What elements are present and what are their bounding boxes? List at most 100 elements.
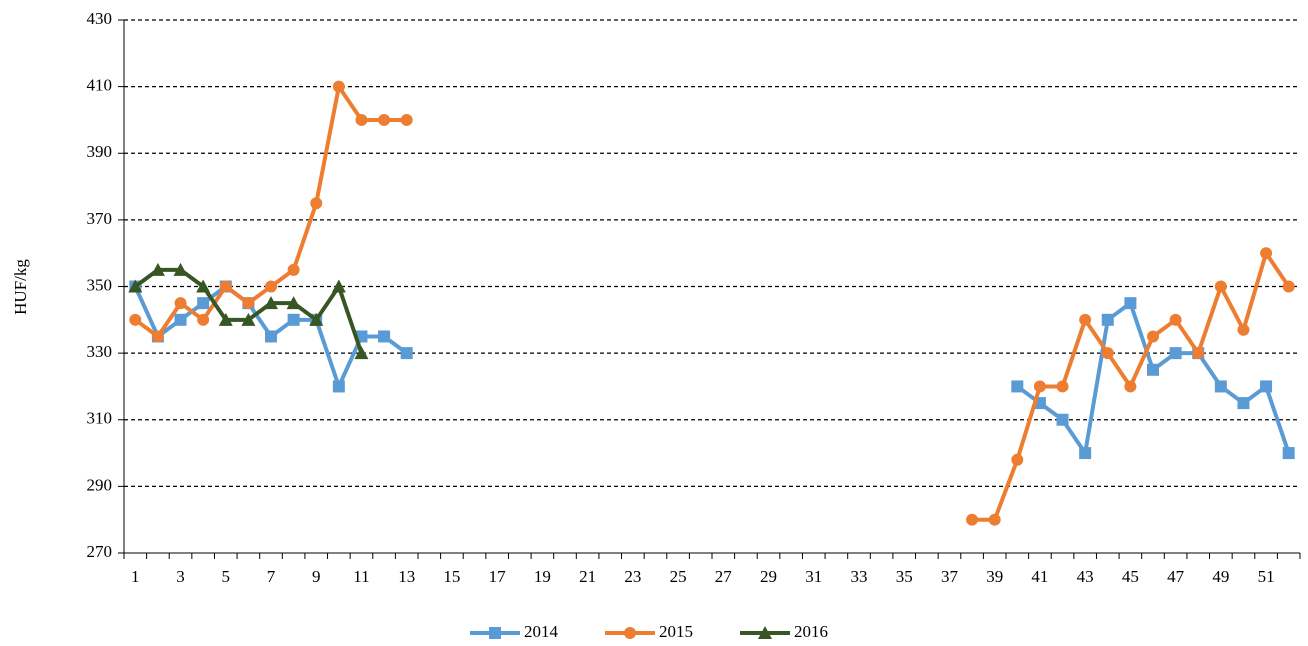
- y-tick-label: 290: [87, 475, 113, 494]
- marker: [1214, 380, 1227, 393]
- marker: [241, 312, 256, 326]
- marker: [1147, 330, 1159, 343]
- x-tick-label: 3: [176, 567, 185, 586]
- x-tick-label: 35: [896, 567, 913, 586]
- marker: [331, 279, 346, 293]
- x-tick-label: 13: [398, 567, 415, 586]
- x-tick-label: 33: [851, 567, 868, 586]
- marker: [150, 262, 165, 276]
- marker: [966, 513, 979, 526]
- marker: [1214, 280, 1227, 293]
- x-tick-label: 47: [1167, 567, 1185, 586]
- x-tick-label: 25: [670, 567, 687, 586]
- marker: [310, 197, 323, 210]
- marker: [1260, 380, 1273, 393]
- y-tick-label: 350: [87, 275, 113, 294]
- marker: [378, 113, 391, 126]
- marker: [400, 113, 413, 126]
- marker: [332, 380, 345, 393]
- marker: [1237, 323, 1250, 336]
- x-tick-label: 27: [715, 567, 733, 586]
- marker: [173, 262, 188, 276]
- marker: [128, 279, 143, 293]
- marker: [265, 280, 277, 293]
- legend-item: 2014: [470, 622, 559, 641]
- y-axis-label: HUF/kg: [11, 259, 30, 315]
- marker: [1056, 380, 1069, 393]
- marker: [1011, 453, 1024, 466]
- marker: [1147, 363, 1159, 376]
- x-tick-label: 23: [624, 567, 641, 586]
- x-tick-label: 11: [353, 567, 369, 586]
- legend-label: 2014: [524, 622, 559, 641]
- marker: [332, 80, 345, 93]
- marker: [1169, 313, 1182, 326]
- y-tick-label: 410: [87, 76, 113, 95]
- x-tick-label: 5: [222, 567, 231, 586]
- marker: [1124, 297, 1137, 310]
- marker: [242, 297, 255, 310]
- x-tick-label: 51: [1258, 567, 1275, 586]
- x-tick-label: 1: [131, 567, 140, 586]
- marker: [1192, 347, 1205, 360]
- x-tick-label: 17: [489, 567, 507, 586]
- marker: [1101, 347, 1114, 360]
- marker: [1169, 347, 1182, 360]
- marker: [1033, 380, 1046, 393]
- marker: [129, 313, 142, 326]
- x-tick-label: 39: [986, 567, 1003, 586]
- y-tick-label: 430: [87, 9, 113, 28]
- marker: [1056, 413, 1069, 426]
- series-line: [134, 267, 364, 354]
- x-tick-label: 37: [941, 567, 959, 586]
- marker: [197, 297, 210, 310]
- x-tick-label: 21: [579, 567, 596, 586]
- marker: [1079, 447, 1092, 460]
- marker: [1282, 280, 1295, 293]
- marker: [489, 627, 501, 639]
- marker: [624, 627, 636, 639]
- series-line: [134, 84, 1291, 522]
- marker: [400, 347, 413, 360]
- marker: [219, 280, 232, 293]
- marker: [1011, 380, 1024, 393]
- marker: [355, 113, 368, 126]
- y-tick-label: 310: [87, 409, 113, 428]
- marker: [197, 313, 210, 326]
- marker: [758, 626, 772, 639]
- marker: [1101, 313, 1114, 326]
- marker: [196, 279, 211, 293]
- x-tick-label: 49: [1212, 567, 1229, 586]
- x-tick-label: 41: [1031, 567, 1048, 586]
- x-tick-label: 31: [805, 567, 822, 586]
- marker: [1237, 397, 1250, 410]
- marker: [1124, 380, 1137, 393]
- marker: [287, 313, 300, 326]
- marker: [378, 330, 391, 343]
- marker: [309, 312, 324, 326]
- x-tick-label: 7: [267, 567, 276, 586]
- marker: [264, 296, 278, 310]
- x-tick-label: 45: [1122, 567, 1139, 586]
- legend-label: 2015: [659, 622, 693, 641]
- marker: [286, 296, 301, 310]
- marker: [1079, 313, 1092, 326]
- y-tick-label: 390: [87, 142, 113, 161]
- marker: [354, 346, 369, 360]
- x-tick-label: 19: [534, 567, 551, 586]
- x-tick-label: 43: [1077, 567, 1094, 586]
- legend-label: 2016: [794, 622, 828, 641]
- marker: [988, 513, 1001, 526]
- x-tick-label: 29: [760, 567, 777, 586]
- y-tick-label: 270: [87, 542, 113, 561]
- marker: [218, 312, 233, 326]
- marker: [1260, 247, 1273, 260]
- legend-item: 2016: [740, 622, 828, 641]
- marker: [287, 263, 300, 276]
- y-tick-label: 330: [87, 342, 113, 361]
- y-tick-label: 370: [87, 209, 113, 228]
- marker: [1282, 447, 1295, 460]
- series-line: [133, 284, 1291, 456]
- marker: [151, 330, 164, 343]
